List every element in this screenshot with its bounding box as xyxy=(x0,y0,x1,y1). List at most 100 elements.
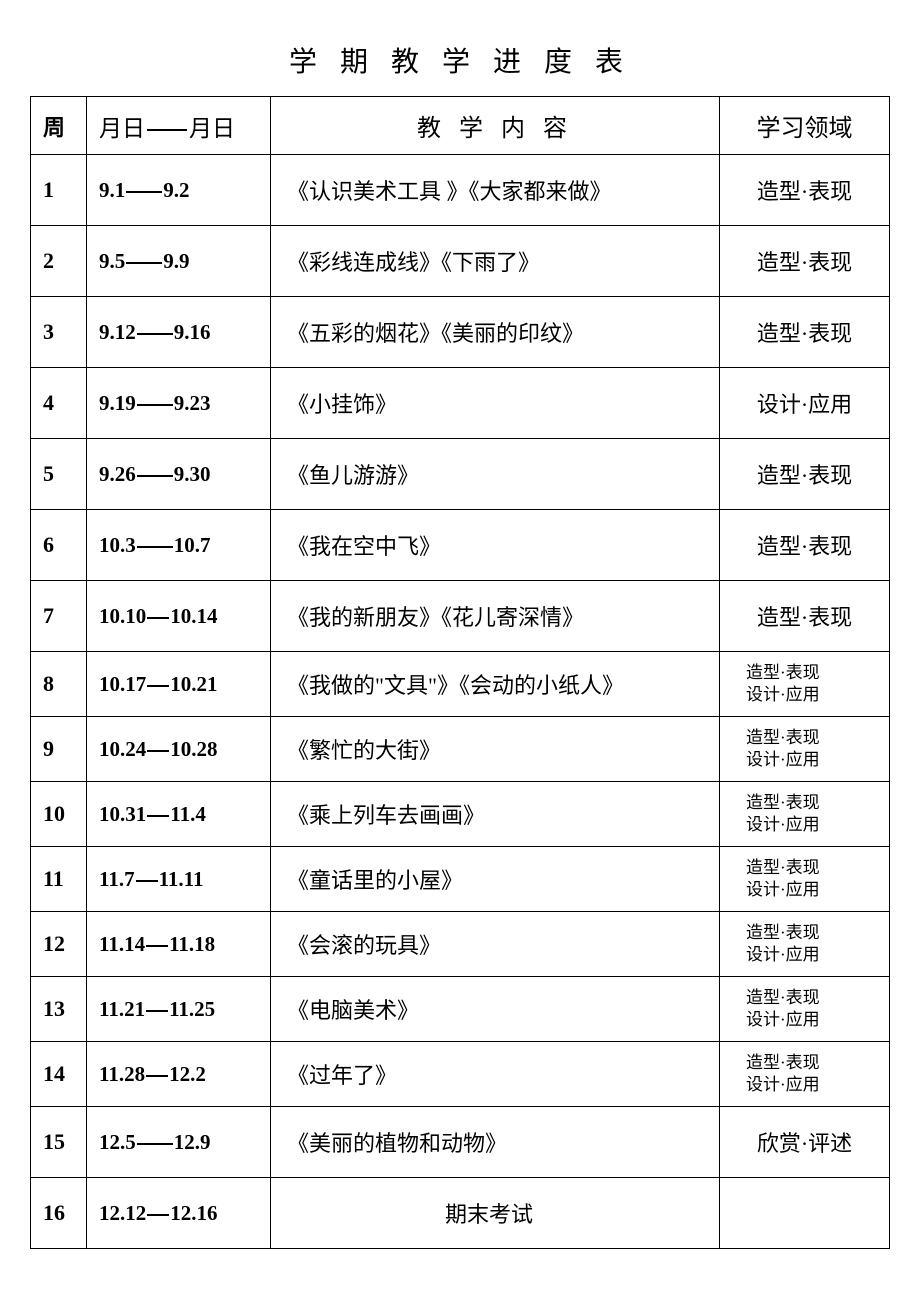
domain-line1: 造型·表现 xyxy=(746,662,877,684)
date-to: 10.14 xyxy=(170,604,217,628)
cell-content: 《过年了》 xyxy=(271,1042,720,1107)
cell-content: 《繁忙的大街》 xyxy=(271,717,720,782)
cell-week: 12 xyxy=(31,912,87,977)
dash-icon xyxy=(146,1010,168,1012)
cell-domain: 造型·表现设计·应用 xyxy=(720,1042,890,1107)
cell-content: 《童话里的小屋》 xyxy=(271,847,720,912)
date-from: 10.10 xyxy=(99,604,146,628)
cell-content: 《我做的"文具"》《会动的小纸人》 xyxy=(271,652,720,717)
date-from: 11.28 xyxy=(99,1062,145,1086)
cell-date: 11.711.11 xyxy=(87,847,271,912)
date-from: 9.19 xyxy=(99,391,136,415)
domain-line1: 造型·表现 xyxy=(746,857,877,879)
dash-icon xyxy=(136,880,158,882)
date-from: 9.26 xyxy=(99,462,136,486)
cell-week: 14 xyxy=(31,1042,87,1107)
date-to: 11.4 xyxy=(170,802,206,826)
date-from: 9.1 xyxy=(99,178,125,202)
cell-week: 9 xyxy=(31,717,87,782)
cell-date: 11.21 11.25 xyxy=(87,977,271,1042)
table-row: 910.2410.28《繁忙的大街》造型·表现设计·应用 xyxy=(31,717,890,782)
date-from: 9.12 xyxy=(99,320,136,344)
dash-icon xyxy=(147,617,169,619)
cell-week: 3 xyxy=(31,297,87,368)
cell-week: 11 xyxy=(31,847,87,912)
cell-domain: 造型·表现设计·应用 xyxy=(720,912,890,977)
date-from: 11.14 xyxy=(99,932,145,956)
cell-domain: 造型·表现 xyxy=(720,439,890,510)
cell-domain: 造型·表现设计·应用 xyxy=(720,847,890,912)
cell-content: 《小挂饰》 xyxy=(271,368,720,439)
table-row: 8 10.17 10.21 《我做的"文具"》《会动的小纸人》造型·表现设计·应用 xyxy=(31,652,890,717)
domain-line2: 设计·应用 xyxy=(746,749,877,771)
table-row: 1211.1411.18《会滚的玩具》造型·表现设计·应用 xyxy=(31,912,890,977)
table-row: 1411.2812.2《过年了》造型·表现设计·应用 xyxy=(31,1042,890,1107)
cell-date: 9.19 9.23 xyxy=(87,368,271,439)
domain-line1: 造型·表现 xyxy=(746,1052,877,1074)
date-from: 10.31 xyxy=(99,802,146,826)
date-from: 10.24 xyxy=(99,737,146,761)
page-title: 学 期 教 学 进 度 表 xyxy=(30,40,890,80)
cell-week: 13 xyxy=(31,977,87,1042)
dash-icon xyxy=(146,945,168,947)
date-from: 9.5 xyxy=(99,249,125,273)
date-from: 11.21 xyxy=(99,997,145,1021)
cell-date: 12.1212.16 xyxy=(87,1178,271,1249)
cell-date: 10.17 10.21 xyxy=(87,652,271,717)
table-row: 1010.3111.4《乘上列车去画画》造型·表现设计·应用 xyxy=(31,782,890,847)
dash-icon xyxy=(147,1214,169,1216)
cell-week: 1 xyxy=(31,155,87,226)
cell-date: 9.59.9 xyxy=(87,226,271,297)
cell-week: 4 xyxy=(31,368,87,439)
cell-date: 11.1411.18 xyxy=(87,912,271,977)
cell-domain: 造型·表现设计·应用 xyxy=(720,977,890,1042)
domain-line2: 设计·应用 xyxy=(746,1009,877,1031)
cell-domain: 造型·表现设计·应用 xyxy=(720,652,890,717)
table-row: 59.269.30《鱼儿游游》造型·表现 xyxy=(31,439,890,510)
header-content: 教 学 内 容 xyxy=(271,97,720,155)
cell-week: 6 xyxy=(31,510,87,581)
header-domain: 学习领域 xyxy=(720,97,890,155)
header-date-suffix: 月日 xyxy=(189,116,235,141)
domain-line1: 造型·表现 xyxy=(746,792,877,814)
dash-icon xyxy=(126,262,162,264)
date-to: 9.2 xyxy=(163,178,189,202)
dash-icon xyxy=(137,546,173,548)
table-row: 1612.1212.16期末考试 xyxy=(31,1178,890,1249)
dash-icon xyxy=(147,129,187,131)
cell-date: 10.310.7 xyxy=(87,510,271,581)
cell-domain: 造型·表现 xyxy=(720,510,890,581)
header-date: 月日月日 xyxy=(87,97,271,155)
cell-content: 《认识美术工具 》《大家都来做》 xyxy=(271,155,720,226)
cell-date: 10.31 11.4 xyxy=(87,782,271,847)
domain-line2: 设计·应用 xyxy=(746,1074,877,1096)
cell-domain xyxy=(720,1178,890,1249)
table-row: 49.199.23《小挂饰》设计·应用 xyxy=(31,368,890,439)
cell-date: 11.2812.2 xyxy=(87,1042,271,1107)
cell-week: 10 xyxy=(31,782,87,847)
table-row: 39.129.16《五彩的烟花》《美丽的印纹》造型·表现 xyxy=(31,297,890,368)
table-row: 1512.512.9《美丽的植物和动物》欣赏·评述 xyxy=(31,1107,890,1178)
cell-date: 9.1 9.2 xyxy=(87,155,271,226)
date-from: 10.17 xyxy=(99,672,146,696)
date-to: 9.23 xyxy=(174,391,211,415)
cell-week: 8 xyxy=(31,652,87,717)
dash-icon xyxy=(147,815,169,817)
date-to: 10.21 xyxy=(170,672,217,696)
cell-week: 16 xyxy=(31,1178,87,1249)
date-from: 12.12 xyxy=(99,1201,146,1225)
cell-domain: 造型·表现 xyxy=(720,155,890,226)
schedule-table: 周 月日月日 教 学 内 容 学习领域 19.19.2《认识美术工具 》《大家都… xyxy=(30,96,890,1249)
date-to: 11.25 xyxy=(169,997,215,1021)
date-to: 11.11 xyxy=(159,867,204,891)
domain-line1: 造型·表现 xyxy=(746,727,877,749)
cell-content: 《会滚的玩具》 xyxy=(271,912,720,977)
cell-week: 2 xyxy=(31,226,87,297)
cell-week: 7 xyxy=(31,581,87,652)
dash-icon xyxy=(137,475,173,477)
domain-line1: 造型·表现 xyxy=(746,922,877,944)
dash-icon xyxy=(137,1143,173,1145)
cell-week: 5 xyxy=(31,439,87,510)
date-to: 10.7 xyxy=(174,533,211,557)
domain-line2: 设计·应用 xyxy=(746,814,877,836)
